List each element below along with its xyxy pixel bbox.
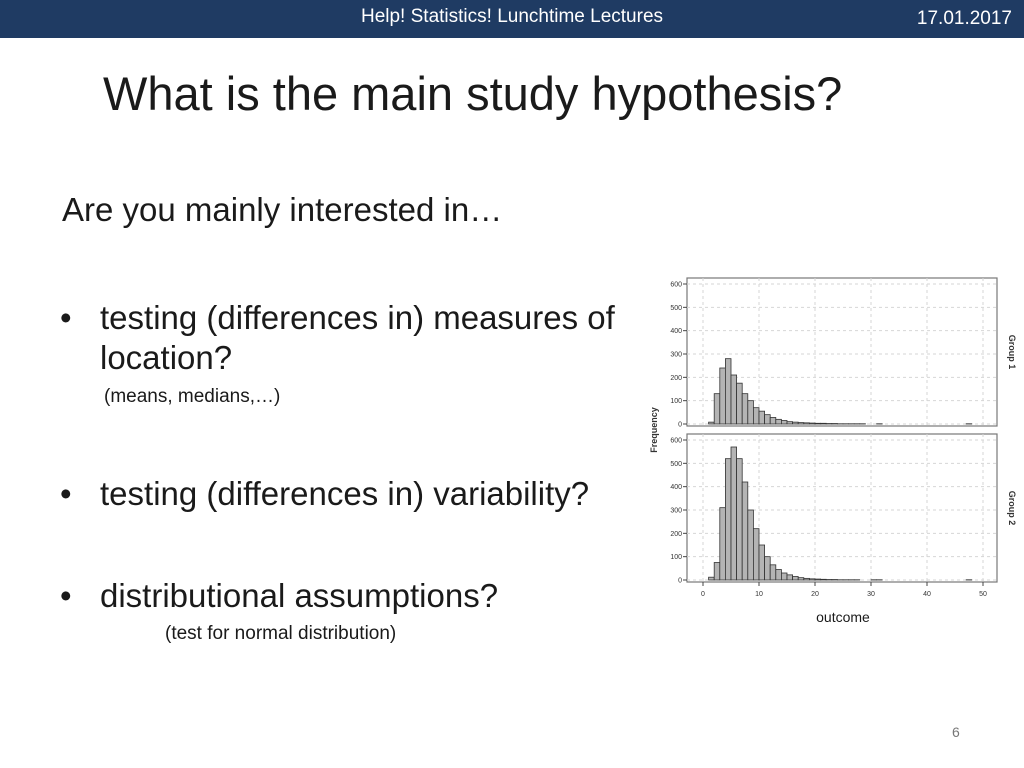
y-tick-label: 300: [670, 508, 682, 515]
histogram-bar: [808, 422, 816, 425]
slide-date: 17.01.2017: [916, 8, 1012, 29]
x-tick-label: 10: [755, 591, 763, 598]
x-tick-label: 0: [701, 591, 705, 598]
histogram-bar: [814, 578, 821, 581]
histogram-bar: [803, 422, 810, 425]
x-tick-label: 50: [979, 591, 987, 598]
bullet-text-line1: distributional assumptions?: [100, 577, 499, 614]
histogram-bar: [758, 544, 765, 581]
histogram-bar: [775, 418, 782, 425]
histogram-bar: [764, 414, 771, 425]
x-tick-label: 30: [867, 591, 875, 598]
y-tick-label: 0: [678, 422, 682, 429]
histogram-bar: [719, 367, 726, 425]
y-tick-label: 100: [670, 554, 682, 561]
histogram-bar: [725, 358, 732, 425]
histogram-bar: [769, 417, 777, 425]
y-tick-label: 0: [678, 578, 682, 585]
histogram-bar: [786, 574, 793, 581]
course-title: Help! Statistics! Lunchtime Lectures: [360, 6, 664, 27]
histogram-bar: [792, 576, 799, 581]
histogram-bar: [741, 393, 749, 425]
histogram-bar: [730, 446, 737, 581]
y-tick-label: 600: [670, 438, 682, 445]
histogram-bar: [775, 569, 782, 581]
histogram-bar: [780, 420, 788, 425]
histogram-bar: [792, 421, 799, 425]
histogram-bar: [780, 572, 788, 581]
y-tick-label: 600: [670, 282, 682, 289]
histogram-bar: [753, 528, 760, 581]
intro-text: Are you mainly interested in…: [62, 191, 503, 228]
y-tick-label: 400: [670, 484, 682, 491]
y-tick-label: 100: [670, 398, 682, 405]
panel-label: Group 1: [1007, 335, 1017, 370]
histogram-bar: [814, 422, 821, 425]
y-tick-label: 200: [670, 531, 682, 538]
histogram-bar: [758, 410, 765, 425]
histogram-bar: [747, 509, 754, 581]
histogram-bar: [797, 422, 805, 425]
histogram-bar: [725, 458, 732, 581]
x-tick-label: 40: [923, 591, 931, 598]
y-tick-label: 300: [670, 352, 682, 359]
histogram-bar: [808, 578, 816, 581]
histogram-bar: [708, 421, 715, 425]
x-axis-label: outcome: [816, 609, 870, 625]
histogram-bar: [747, 400, 754, 425]
bullet-dot-icon: •: [60, 299, 72, 336]
histogram-bar: [730, 374, 737, 425]
y-tick-label: 200: [670, 375, 682, 382]
y-tick-label: 500: [670, 305, 682, 312]
bullet-text-line1: testing (differences in) measures of: [100, 299, 615, 336]
panel-label: Group 2: [1007, 491, 1017, 526]
bullet-note-distribution: (test for normal distribution): [165, 623, 397, 644]
histogram-bar: [713, 393, 721, 425]
histogram-bar: [736, 382, 743, 425]
histogram-bar: [741, 481, 749, 581]
histogram-bar: [820, 422, 827, 425]
slide-title: What is the main study hypothesis?: [103, 67, 843, 120]
histogram-bar: [797, 577, 805, 581]
histogram-chart: 0 100 200 300 400 500 600 Group 1 0 100 200 300 400 5…: [645, 272, 1020, 632]
bullet-text-line1: testing (differences in) variability?: [100, 475, 590, 512]
histogram-bar: [803, 577, 810, 581]
histogram-bar: [719, 507, 726, 581]
page-number: 6: [952, 724, 960, 740]
bullet-dot-icon: •: [60, 475, 72, 512]
histogram-bar: [786, 421, 793, 425]
y-tick-label: 500: [670, 461, 682, 468]
bullet-note-location: (means, medians,…): [104, 386, 281, 407]
bullet-dot-icon: •: [60, 577, 72, 614]
header-bar: Help! Statistics! Lunchtime Lectures 17.…: [0, 0, 1024, 38]
histogram-bar: [764, 556, 771, 581]
histogram-bar: [753, 407, 760, 425]
histogram-bar: [736, 458, 743, 581]
histogram-bar: [713, 562, 721, 581]
bullet-text-line2: location?: [100, 339, 233, 376]
histogram-bar: [769, 564, 777, 581]
y-axis-label: Frequency: [649, 407, 659, 453]
histogram-bar: [708, 576, 715, 581]
histogram-bar: [820, 578, 827, 581]
y-tick-label: 400: [670, 328, 682, 335]
x-tick-label: 20: [811, 591, 819, 598]
